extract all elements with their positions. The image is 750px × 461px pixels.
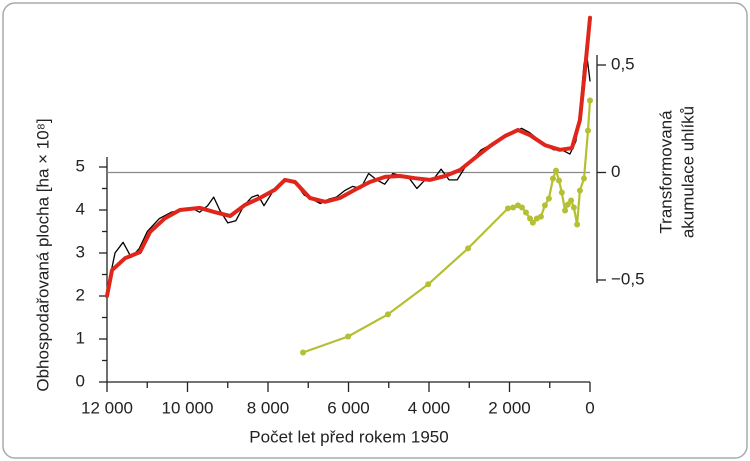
data-point xyxy=(558,189,565,196)
data-point xyxy=(465,245,472,252)
data-point xyxy=(345,333,352,340)
data-point xyxy=(580,175,587,182)
data-point xyxy=(545,195,552,202)
y2-axis-label: akumulace uhlíků xyxy=(678,106,697,238)
data-point xyxy=(564,201,571,208)
data-point xyxy=(504,205,511,212)
data-point xyxy=(541,202,548,209)
x-axis-label: Počet let před rokem 1950 xyxy=(249,427,448,446)
y-tick-label: 3 xyxy=(76,242,85,261)
x-tick-label: 6 000 xyxy=(327,398,370,417)
x-tick-label: 4 000 xyxy=(408,398,451,417)
data-point xyxy=(576,187,583,194)
x-tick-label: 0 xyxy=(585,398,594,417)
y2-axis-label: Transformovaná xyxy=(656,110,675,234)
data-point xyxy=(510,204,517,211)
x-tick-label: 2 000 xyxy=(488,398,531,417)
y2-tick-label: −0,5 xyxy=(611,269,645,288)
y-tick-label: 5 xyxy=(76,156,85,175)
data-point xyxy=(552,167,559,174)
y-tick-label: 2 xyxy=(76,285,85,304)
data-point xyxy=(568,197,575,204)
y-tick-label: 0 xyxy=(76,371,85,390)
data-point xyxy=(574,221,581,228)
y2-tick-label: 0 xyxy=(611,162,620,181)
x-tick-label: 8 000 xyxy=(247,398,290,417)
data-point xyxy=(518,204,525,211)
data-point xyxy=(523,209,530,216)
data-point xyxy=(529,219,536,226)
data-point xyxy=(425,281,432,288)
y-tick-label: 4 xyxy=(76,199,85,218)
data-point xyxy=(384,311,391,318)
y-tick-label: 1 xyxy=(76,328,85,347)
data-point xyxy=(537,213,544,220)
data-point xyxy=(587,97,593,104)
data-point xyxy=(556,177,563,184)
x-tick-label: 12 000 xyxy=(81,398,133,417)
data-point xyxy=(549,175,556,182)
data-line xyxy=(105,15,592,298)
x-tick-label: 10 000 xyxy=(162,398,214,417)
data-point xyxy=(584,127,591,134)
y2-tick-label: 0,5 xyxy=(611,54,635,73)
data-point xyxy=(570,204,577,211)
y-axis-label: Obhospodařovaná plocha [ha × 10⁸] xyxy=(33,118,52,391)
data-point xyxy=(562,207,569,214)
data-point xyxy=(300,349,307,356)
